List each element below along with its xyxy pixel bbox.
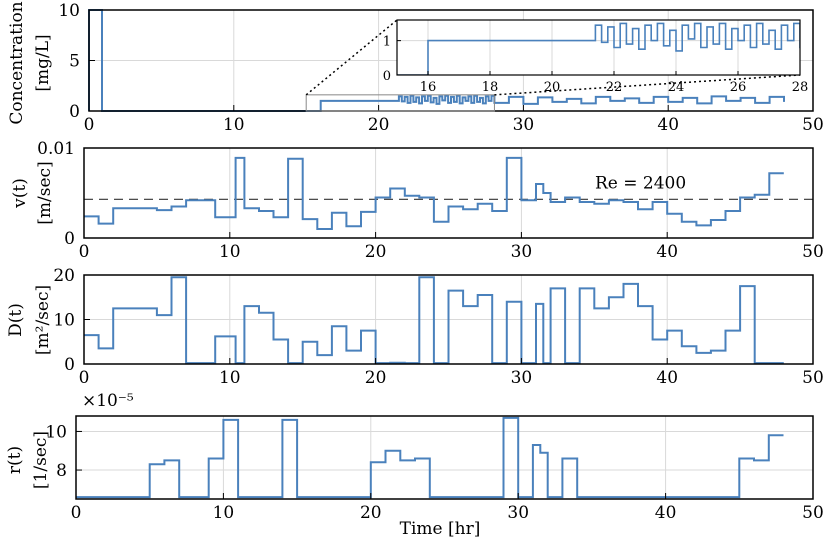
series-line-velocity: [84, 156, 784, 230]
y-tick-label: 10: [58, 1, 80, 21]
inset-x-tick-label: 22: [606, 80, 623, 95]
x-tick-label: 10: [223, 115, 245, 135]
chart-rate: 0 10 20 30 40 50 8 10 r(t) [1/sec] ×10⁻⁵: [5, 391, 824, 523]
inset-x-tick-label: 28: [792, 80, 809, 95]
x-tick-label: 50: [802, 115, 824, 135]
x-tick-label: 40: [656, 368, 678, 388]
chart-dispersion: 0 10 20 30 40 50 0 10 20 D(t) [m²/sec]: [6, 266, 824, 388]
x-tick-label: 0: [79, 242, 90, 262]
series-line-dispersion: [84, 276, 784, 365]
inset-x-tick-label: 16: [420, 80, 437, 95]
inset-x-tick-label: 26: [730, 80, 747, 95]
series-line-rate: [76, 416, 784, 499]
y-tick-label: 0: [64, 229, 75, 249]
x-tick-label: 50: [802, 503, 824, 523]
x-tick-label: 10: [213, 503, 235, 523]
y-tick-label: 8: [56, 461, 67, 481]
x-tick-label: 30: [513, 115, 535, 135]
reference-line-label: Re = 2400: [595, 173, 686, 193]
y-tick-label: 20: [53, 266, 75, 286]
y-axis-label: Concentration: [7, 1, 27, 124]
inset-frame: [396, 19, 801, 76]
inset-x-tick-label: 24: [668, 80, 685, 95]
x-tick-label: 40: [655, 503, 677, 523]
x-tick-label: 50: [802, 368, 824, 388]
x-tick-label: 0: [79, 368, 90, 388]
x-tick-label: 40: [657, 115, 679, 135]
x-tick-label: 50: [802, 242, 824, 262]
y-axis-label: [m/sec]: [35, 161, 55, 224]
y-axis-label: [1/sec]: [31, 431, 51, 489]
x-tick-label: 20: [360, 503, 382, 523]
axes-frame: [83, 147, 814, 239]
y-axis-label: [mg/L]: [33, 34, 53, 91]
inset-series-line: [397, 22, 800, 75]
inset-source-box: [305, 94, 495, 112]
exponent-label: ×10⁻⁵: [82, 391, 134, 411]
x-tick-label: 10: [219, 242, 241, 262]
x-tick-label: 20: [368, 115, 390, 135]
axes-frame: [75, 415, 814, 500]
x-tick-label: 30: [511, 368, 533, 388]
y-tick-label: 0: [64, 355, 75, 375]
inset: 16 18 20 22 24 26 28 0 1: [305, 19, 809, 112]
y-tick-label: 0: [69, 102, 80, 122]
x-tick-label: 40: [656, 242, 678, 262]
x-tick-label: 10: [219, 368, 241, 388]
inset-y-tick-label: 0: [383, 69, 391, 84]
y-axis-label: v(t): [10, 178, 30, 209]
y-axis-label: D(t): [6, 303, 26, 337]
y-axis-label: r(t): [5, 446, 25, 474]
x-tick-label: 30: [507, 503, 529, 523]
y-tick-label: 10: [53, 311, 75, 331]
inset-x-tick-label: 18: [482, 80, 499, 95]
y-axis-label: [m²/sec]: [33, 285, 53, 355]
x-tick-label: 0: [71, 503, 82, 523]
y-tick-label: 10: [45, 422, 67, 442]
x-tick-label: 20: [365, 242, 387, 262]
series-line-concentration: [88, 9, 785, 112]
x-axis-label: Time [hr]: [400, 519, 481, 539]
inset-background: [397, 20, 800, 75]
inset-x-tick-label: 20: [544, 80, 561, 95]
y-tick-label: 5: [69, 52, 80, 72]
inset-y-tick-label: 1: [383, 35, 391, 50]
inset-connector: [494, 74, 801, 96]
y-tick-label: 0.01: [37, 139, 75, 159]
chart-velocity: Re = 2400 0 10 20 30 40 50 0 0.01 v(t) [m/sec]: [10, 139, 824, 262]
x-tick-label: 30: [511, 242, 533, 262]
x-tick-label: 20: [365, 368, 387, 388]
x-tick-label: 0: [84, 115, 95, 135]
